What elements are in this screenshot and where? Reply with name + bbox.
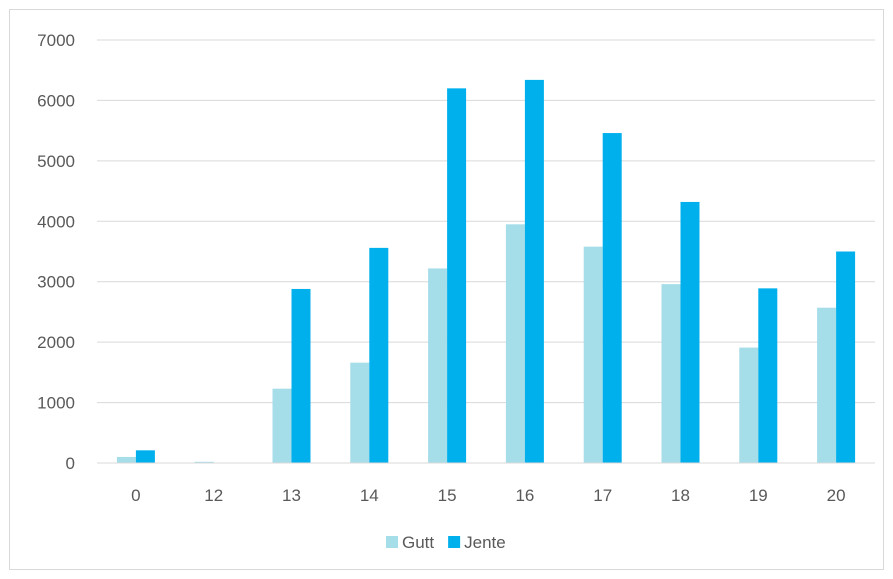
bar-jente-19 (758, 288, 778, 463)
y-tick-label: 4000 (37, 212, 75, 231)
bar-gutt-15 (428, 268, 448, 463)
x-tick-label: 12 (204, 486, 223, 505)
bar-gutt-20 (817, 307, 837, 463)
bar-jente-14 (369, 247, 389, 463)
y-tick-label: 5000 (37, 152, 75, 171)
bar-gutt-12 (194, 461, 214, 463)
bar-gutt-19 (739, 347, 759, 463)
legend-label-jente: Jente (464, 533, 506, 552)
bar-jente-0 (135, 450, 155, 463)
bar-jente-13 (291, 288, 311, 463)
bar-jente-16 (524, 79, 544, 463)
x-tick-label: 14 (360, 486, 379, 505)
y-tick-label: 6000 (37, 91, 75, 110)
bar-jente-18 (680, 201, 700, 463)
x-axis: 0 12 13 14 15 16 17 18 19 20 (131, 486, 845, 505)
x-tick-label: 13 (282, 486, 301, 505)
legend-swatch-gutt (386, 536, 398, 548)
bar-jente-15 (447, 88, 467, 463)
y-tick-label: 7000 (37, 31, 75, 50)
bar-gutt-0 (116, 456, 136, 463)
x-tick-label: 15 (438, 486, 457, 505)
x-tick-label: 17 (593, 486, 612, 505)
bars (116, 79, 856, 463)
y-tick-label: 3000 (37, 273, 75, 292)
bar-gutt-18 (661, 284, 681, 463)
bar-jente-17 (602, 133, 622, 463)
x-tick-label: 0 (131, 486, 140, 505)
y-tick-label: 1000 (37, 394, 75, 413)
y-tick-label: 0 (66, 454, 75, 473)
bar-gutt-16 (505, 224, 525, 463)
x-tick-label: 16 (515, 486, 534, 505)
bar-gutt-13 (272, 388, 292, 463)
bar-gutt-17 (583, 246, 603, 463)
y-axis: 0 1000 2000 3000 4000 5000 6000 7000 (37, 31, 75, 473)
legend: Gutt Jente (386, 533, 506, 552)
x-tick-label: 19 (749, 486, 768, 505)
legend-label-gutt: Gutt (402, 533, 434, 552)
x-tick-label: 18 (671, 486, 690, 505)
x-tick-label: 20 (827, 486, 846, 505)
y-tick-label: 2000 (37, 333, 75, 352)
legend-swatch-jente (448, 536, 461, 548)
bar-jente-20 (836, 251, 856, 463)
bar-gutt-14 (350, 362, 370, 463)
